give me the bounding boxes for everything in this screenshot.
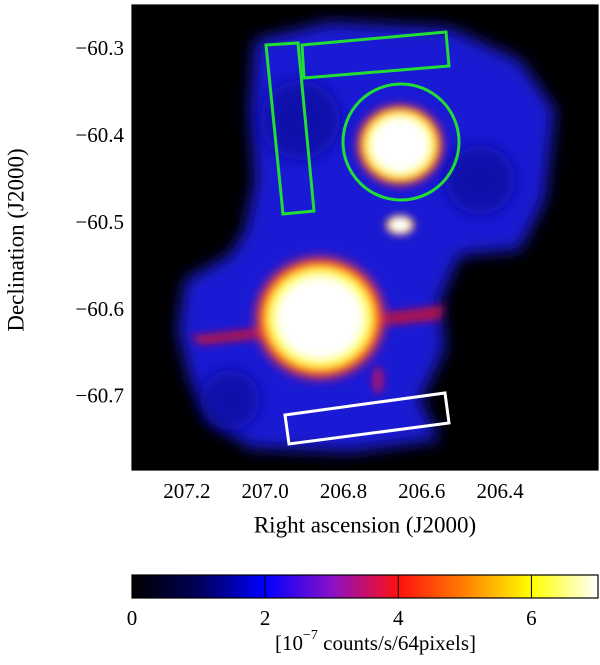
y-tick-label: −60.3 xyxy=(75,36,124,60)
x-tick-label: 206.6 xyxy=(398,479,445,503)
x-tick-label: 207.2 xyxy=(163,479,210,503)
colorbar-tick-label: 6 xyxy=(526,606,537,630)
y-tick-label: −60.7 xyxy=(75,384,124,408)
x-tick-label: 207.0 xyxy=(242,479,289,503)
y-tick-label: −60.5 xyxy=(75,210,124,234)
colorbar-label-exponent: −7 xyxy=(303,628,318,643)
sky-image xyxy=(132,5,598,470)
colorbar xyxy=(131,574,599,599)
x-tick-label: 206.8 xyxy=(320,479,367,503)
x-tick-label: 206.4 xyxy=(476,479,524,503)
y-tick-label: −60.6 xyxy=(75,297,124,321)
x-axis-label: Right ascension (J2000) xyxy=(254,512,476,537)
colorbar-label-prefix: [10 xyxy=(275,631,303,655)
colorbar-label: [10−7 counts/s/64pixels] xyxy=(275,628,476,655)
y-tick-label: −60.4 xyxy=(75,123,124,147)
plot-frame xyxy=(131,4,599,471)
colorbar-label-suffix: counts/s/64pixels] xyxy=(318,631,476,655)
colorbar-tick-label: 2 xyxy=(260,606,271,630)
y-axis-label: Declination (J2000) xyxy=(3,148,28,331)
colorbar-tick-label: 0 xyxy=(127,606,138,630)
colorbar-tick-label: 4 xyxy=(393,606,404,630)
